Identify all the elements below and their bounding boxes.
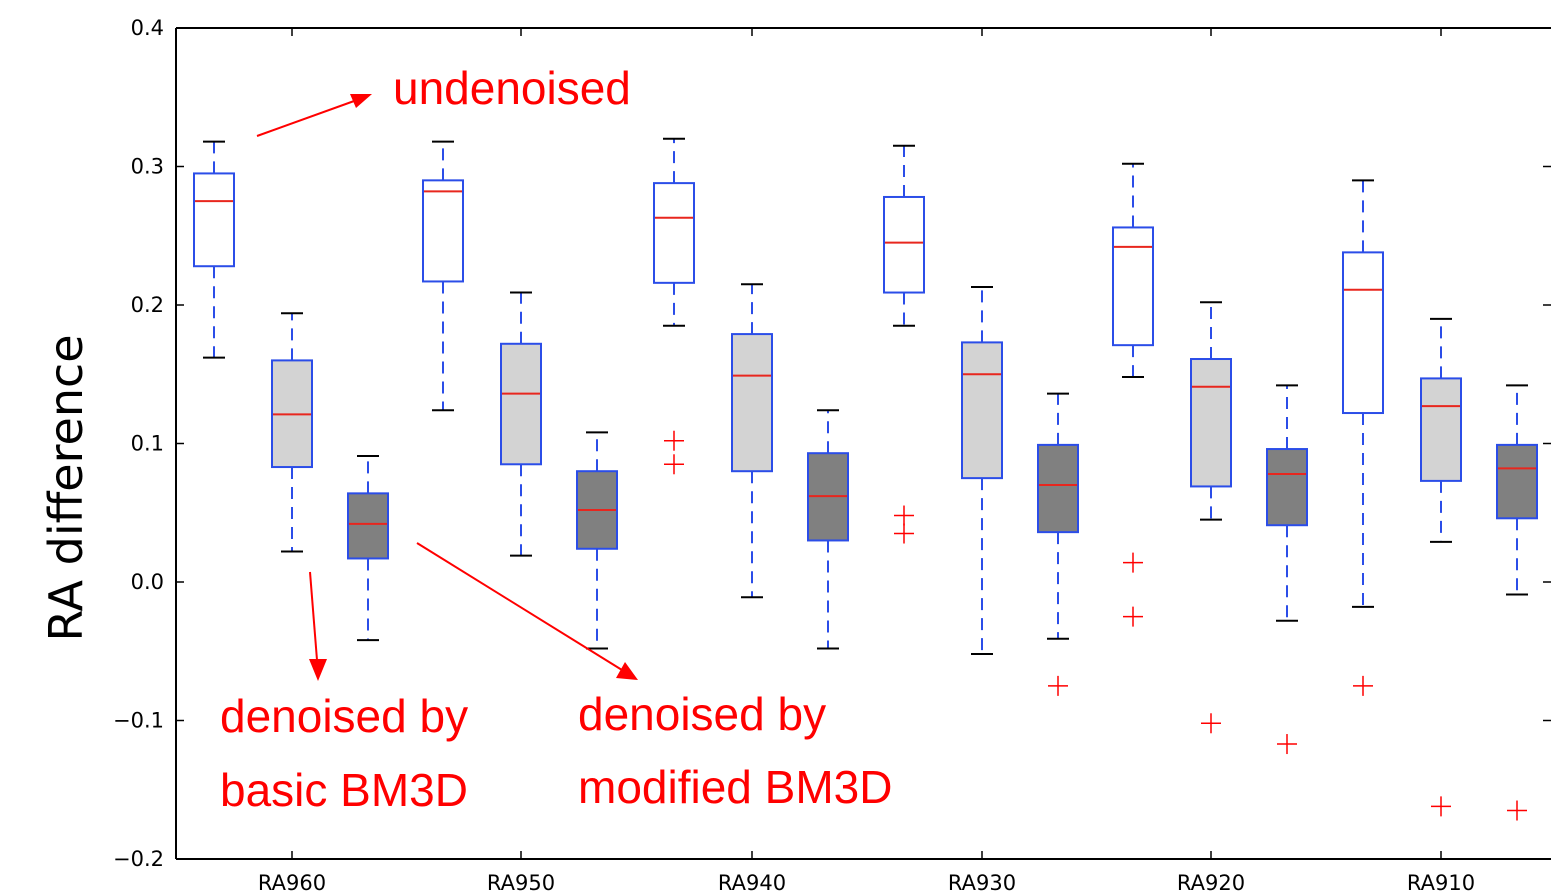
- box-body: [193, 172, 235, 268]
- annotation-text: denoised by: [578, 688, 826, 740]
- y-tick-label: 0.3: [131, 155, 164, 179]
- box-undenoised-RA950: [422, 140, 464, 412]
- box-basic-RA930: [961, 285, 1003, 656]
- box-body: [1266, 448, 1308, 527]
- flier-point: [1048, 675, 1068, 696]
- box-undenoised-RA910: [1342, 179, 1384, 696]
- annotation-text: modified BM3D: [578, 761, 892, 813]
- annotation-arrow-line: [416, 542, 623, 671]
- annotation-basic-bm3d: denoised by basic BM3D: [220, 571, 468, 816]
- x-tick-label: RA940: [718, 871, 786, 895]
- box-body: [1190, 358, 1232, 488]
- box-body: [1112, 226, 1154, 347]
- plot-background: [176, 28, 1551, 859]
- box-body: [1037, 443, 1079, 534]
- y-tick-label: 0.2: [131, 293, 164, 317]
- flier-point: [1431, 796, 1451, 817]
- x-tick-label: RA950: [487, 871, 555, 895]
- box-undenoised-RA920: [1112, 162, 1154, 627]
- box-undenoised-RA940: [653, 137, 695, 475]
- box-body: [883, 195, 925, 294]
- annotation-undenoised: undenoised: [256, 62, 631, 137]
- box-modified-RA930: [1037, 392, 1079, 696]
- annotation-text: denoised by: [220, 690, 468, 742]
- y-tick-label: 0.4: [131, 16, 164, 40]
- annotation-text: undenoised: [393, 62, 631, 114]
- flier-point: [1353, 675, 1373, 696]
- annotation-arrow-line: [256, 95, 369, 137]
- annotation-arrowhead: [309, 659, 327, 681]
- flier-point: [894, 523, 914, 544]
- box-basic-RA940: [731, 283, 773, 599]
- flier-point: [1201, 713, 1221, 734]
- annotation-text: basic BM3D: [220, 764, 468, 816]
- box-body: [500, 342, 542, 466]
- flier-point: [664, 430, 684, 451]
- box-body: [1420, 377, 1462, 482]
- box-body: [961, 341, 1003, 480]
- box-modified-RA910: [1496, 384, 1538, 821]
- x-tick-label: RA960: [258, 871, 326, 895]
- flier-point: [1123, 606, 1143, 627]
- box-basic-RA910: [1420, 317, 1462, 817]
- plot-area: [176, 28, 1551, 859]
- flier-point: [1507, 800, 1527, 821]
- box-undenoised-RA930: [883, 144, 925, 544]
- box-modified-RA920: [1266, 384, 1308, 755]
- box-basic-RA960: [271, 312, 313, 553]
- x-tick-label: RA920: [1177, 871, 1245, 895]
- annotation-modified-bm3d: denoised by modified BM3D: [416, 542, 892, 813]
- flier-point: [664, 454, 684, 475]
- annotation-arrowhead: [616, 662, 638, 680]
- annotation-arrowhead: [350, 94, 372, 108]
- y-tick-label: 0.1: [131, 432, 164, 456]
- box-modified-RA940: [807, 409, 849, 650]
- y-tick-label: 0.0: [131, 570, 164, 594]
- y-axis-label: RA difference: [39, 334, 93, 641]
- box-modified-RA960: [347, 454, 389, 642]
- x-tick-label: RA930: [948, 871, 1016, 895]
- box-body: [1496, 443, 1538, 520]
- y-tick-label: −0.2: [113, 847, 164, 871]
- annotation-arrow-line: [309, 571, 318, 661]
- flier-point: [894, 505, 914, 526]
- box-body: [422, 179, 464, 283]
- box-undenoised-RA960: [193, 140, 235, 359]
- axes: −0.2 −0.1 0.0 0.1 0.2 0.3 0.4 RA960 RA950 RA940 RA…: [113, 16, 1551, 895]
- x-tick-label: RA910: [1407, 871, 1475, 895]
- y-tick-label: −0.1: [113, 709, 164, 733]
- box-basic-RA950: [500, 291, 542, 557]
- box-body: [347, 492, 389, 560]
- box-modified-RA950: [576, 431, 618, 650]
- flier-point: [1277, 734, 1297, 755]
- box-body: [731, 333, 773, 473]
- box-body: [1342, 251, 1384, 415]
- box-body: [653, 182, 695, 284]
- flier-point: [1123, 552, 1143, 573]
- box-groups: [193, 137, 1538, 821]
- box-basic-RA920: [1190, 301, 1232, 734]
